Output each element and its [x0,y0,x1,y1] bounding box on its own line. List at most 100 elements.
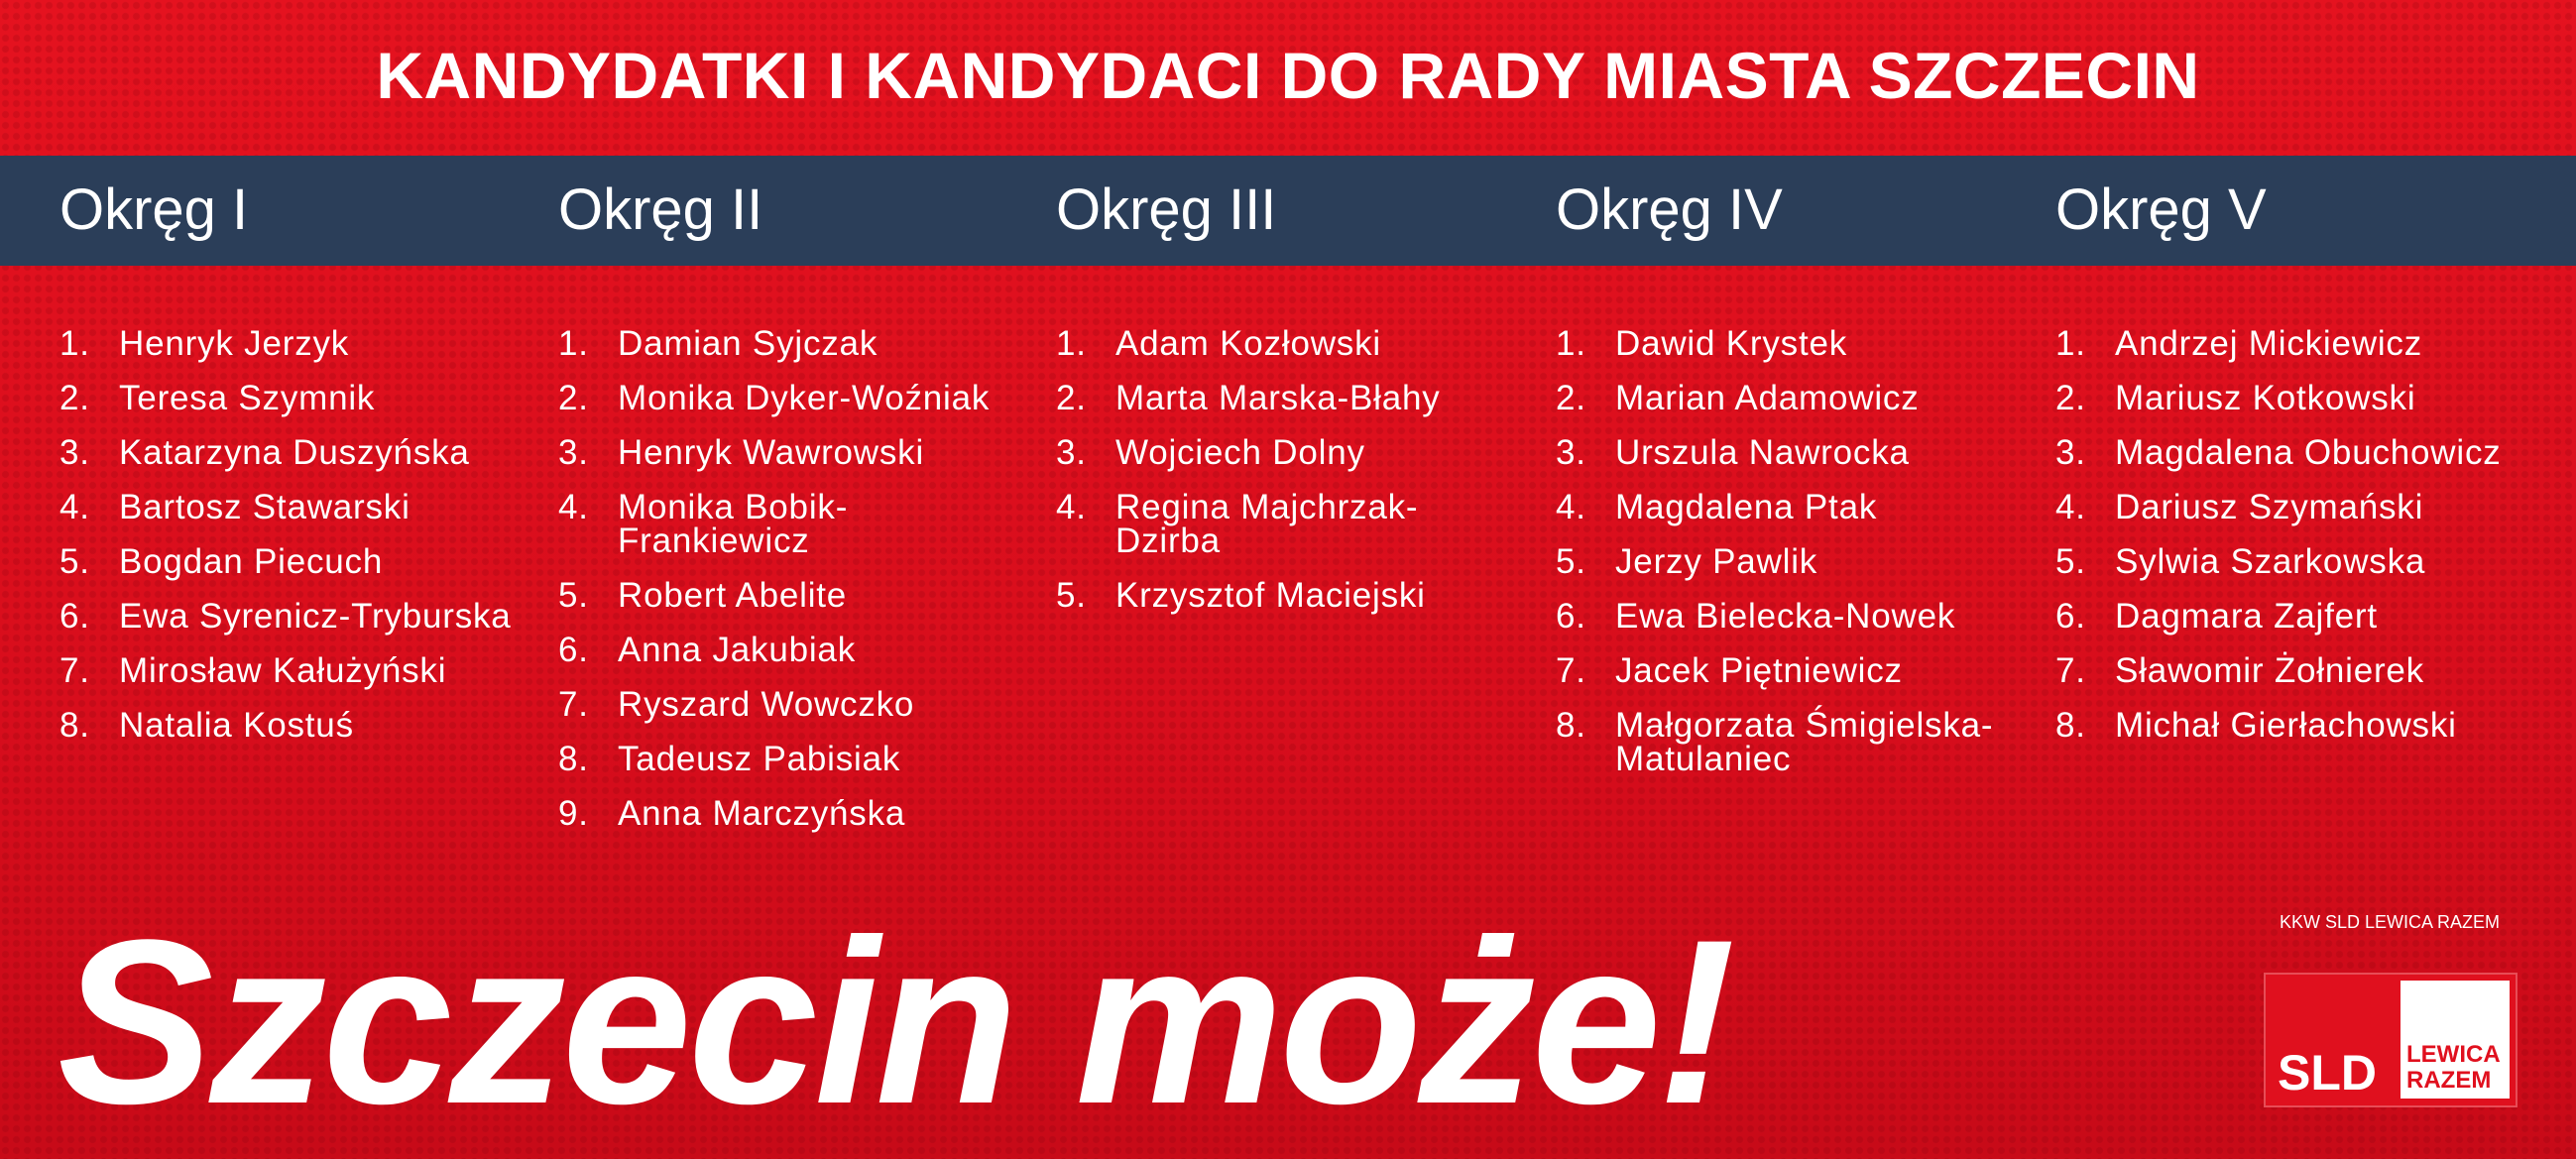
header-bar [0,156,2576,266]
candidate-name: Anna Marczyńska [618,794,906,833]
candidate: 4. Dariusz Szymański [2055,488,2531,526]
candidate-number: 8. [1556,706,1586,745]
candidate-number: 5. [1056,576,1087,615]
candidate-name: Henryk Jerzyk [119,324,350,363]
candidate-name: Ryszard Wowczko [618,685,915,724]
candidate-number: 3. [1056,433,1087,472]
candidate-number: 4. [2055,488,2086,526]
candidate-name: Katarzyna Duszyńska [119,433,470,472]
candidate: 6. Dagmara Zajfert [2055,597,2531,636]
candidate-number: 4. [1056,488,1087,526]
candidate-number: 5. [59,542,90,581]
candidate-name: Adam Kozłowski [1115,324,1381,363]
district-name: Okręg I [59,177,249,242]
candidate-name: Dariusz Szymański [2115,488,2424,526]
candidate-number: 6. [558,631,589,669]
candidate-number: 1. [2055,324,2086,363]
candidate-name: Bartosz Stawarski [119,488,410,526]
candidate-list: 1. Damian Syjczak 2. Monika Dyker-Woźniak 3.… [558,324,1034,852]
candidate-number: 9. [558,794,589,833]
candidate-number: 1. [1556,324,1586,363]
candidate-name: Monika Dyker-Woźniak [618,379,991,417]
candidate-number: 8. [59,706,90,745]
candidate-name: Urszula Nawrocka [1615,433,1910,472]
candidate: 5. Krzysztof Maciejski [1056,576,1532,615]
candidate: 3. Katarzyna Duszyńska [59,433,535,472]
candidate-number: 3. [59,433,90,472]
candidate: 1. Henryk Jerzyk [59,324,535,363]
district-name: Okręg II [558,177,763,242]
candidate-name: Krzysztof Maciejski [1115,576,1426,615]
candidate: 3. Henryk Wawrowski [558,433,1034,472]
district-name: Okręg III [1056,177,1277,242]
candidate-number: 1. [558,324,589,363]
candidate-name: Ewa Bielecka-Nowek [1615,597,1956,636]
candidate-number: 2. [558,379,589,417]
candidate: 5. Bogdan Piecuch [59,542,535,581]
candidate: 3. Magdalena Obuchowicz [2055,433,2531,472]
candidate-number: 1. [1056,324,1087,363]
candidate: 2. Teresa Szymnik [59,381,535,415]
candidate-name: Regina Majchrzak-Dzirba [1115,488,1419,560]
candidate: 7. Jacek Piętniewicz [1556,651,2032,690]
candidate-number: 5. [558,576,589,615]
candidate: 4. Monika Bobik-Frankiewicz [558,488,1034,560]
candidate-number: 6. [2055,597,2086,636]
candidate-number: 2. [1556,379,1586,417]
candidate: 2. Monika Dyker-Woźniak [558,379,1034,417]
logo-box: LEWICA RAZEM [2400,981,2510,1099]
candidate: 6. Anna Jakubiak [558,631,1034,669]
candidate: 5. Sylwia Szarkowska [2055,542,2531,581]
candidate: 6. Ewa Syrenicz-Tryburska [59,597,535,636]
candidate-name: Jerzy Pawlik [1615,542,1818,581]
candidate-number: 1. [59,324,90,363]
candidate: 4. Magdalena Ptak [1556,488,2032,526]
candidate-name: Tadeusz Pabisiak [618,740,901,778]
candidate-number: 4. [1556,488,1586,526]
candidate-number: 3. [1556,433,1586,472]
slogan: Szczecin może! [58,891,1735,1153]
candidate: 2. Mariusz Kotkowski [2055,381,2531,415]
candidate: 7. Sławomir Żołnierek [2055,651,2531,690]
candidate-name: Sylwia Szarkowska [2115,542,2426,581]
title: KANDYDATKI I KANDYDACI DO RADY MIASTA SZ… [376,39,2200,112]
candidate-name: Sławomir Żołnierek [2115,651,2424,690]
candidate-list: 1. Dawid Krystek 2. Marian Adamowicz 3. Urszu… [1556,324,2032,797]
candidate: 7. Mirosław Kałużyński [59,651,535,690]
candidate: 8. Małgorzata Śmigielska-Matulaniec [1556,706,2032,778]
candidate-name: Henryk Wawrowski [618,433,925,472]
candidate: 5. Robert Abelite [558,576,1034,615]
candidate-list: 1. Andrzej Mickiewicz 2. Mariusz Kotkowski 3… [2055,324,2531,763]
candidate-name: Wojciech Dolny [1115,433,1365,472]
candidate-number: 5. [1556,542,1586,581]
district-name: Okręg V [2055,177,2267,242]
candidate-name: Jacek Piętniewicz [1615,651,1903,690]
candidate: 8. Tadeusz Pabisiak [558,740,1034,778]
candidate-name: Małgorzata Śmigielska-Matulaniec [1615,706,1994,778]
candidate: 3. Urszula Nawrocka [1556,433,2032,472]
candidate: 2. Marian Adamowicz [1556,379,2032,417]
candidate-name: Anna Jakubiak [618,631,857,669]
candidate-name: Andrzej Mickiewicz [2115,324,2423,363]
candidate-name: Ewa Syrenicz-Tryburska [119,597,512,636]
committee: KKW SLD LEWICA RAZEM [2279,912,2501,932]
candidate: 9. Anna Marczyńska [558,794,1034,833]
candidate-name: Magdalena Obuchowicz [2115,433,2502,472]
candidate-number: 7. [1556,651,1586,690]
candidate-name: Robert Abelite [618,576,848,615]
candidate-name: Dawid Krystek [1615,324,1848,363]
candidate-name: Marian Adamowicz [1615,379,1920,417]
candidate-number: 4. [558,488,589,526]
candidate: 7. Ryszard Wowczko [558,685,1034,724]
candidate: 8. Natalia Kostuś [59,706,535,745]
candidate-number: 6. [1556,597,1586,636]
candidate: 1. Adam Kozłowski [1056,324,1532,363]
candidate-list: 1. Henryk Jerzyk 2. Teresa Szymnik 3. Katarzy… [59,324,535,763]
candidate-number: 5. [2055,542,2086,581]
candidate: 4. Bartosz Stawarski [59,488,535,526]
candidate-name: Monika Bobik-Frankiewicz [618,488,849,560]
candidate: 1. Dawid Krystek [1556,324,2032,363]
logo-sld: SLD [2278,1045,2377,1101]
candidate: 6. Ewa Bielecka-Nowek [1556,597,2032,636]
candidate-number: 7. [59,651,90,690]
